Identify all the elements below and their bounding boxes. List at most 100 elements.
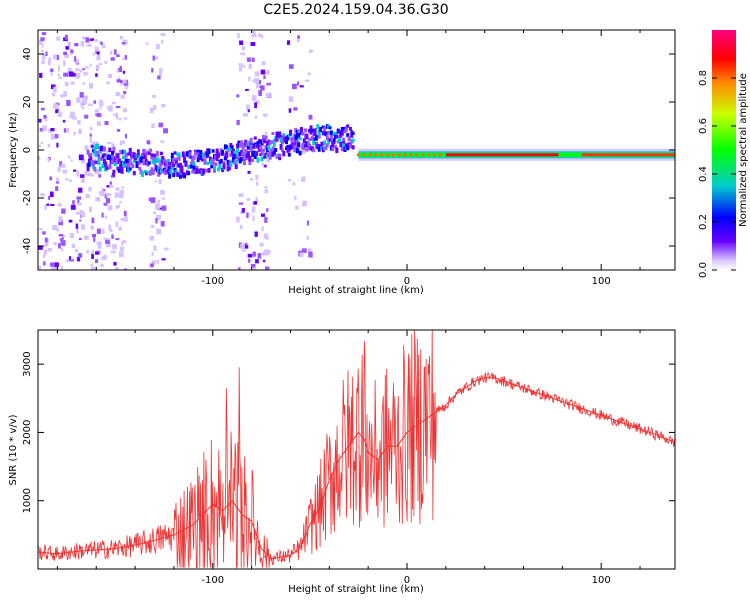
spectrogram-speckle — [101, 212, 104, 218]
ridge-blob — [111, 159, 115, 165]
spectrogram-speckle — [118, 226, 122, 231]
spectrogram-speckle — [43, 261, 46, 266]
ridge-blob — [166, 169, 170, 174]
ridge-blob — [350, 133, 354, 138]
colorbar-tick-label: 0.0 — [698, 262, 709, 278]
spectrogram-speckle — [107, 193, 112, 196]
ridge-blob — [312, 148, 316, 153]
ridge-dot — [420, 153, 425, 157]
ridge-blob — [279, 135, 283, 139]
spectrogram-speckle — [119, 82, 124, 86]
ridge-blob — [248, 155, 252, 162]
ridge-blob — [96, 150, 100, 155]
spectrogram-speckle — [90, 225, 94, 230]
spectrogram-speckle — [79, 210, 84, 214]
spectrogram-speckle — [160, 140, 165, 144]
spectrogram-speckle — [120, 241, 124, 246]
snr-ytick-label: 3000 — [22, 351, 33, 376]
ridge-blob — [177, 156, 181, 161]
ridge-blob — [169, 169, 173, 175]
spectrogram-speckle — [260, 69, 266, 75]
ridge-dot — [397, 153, 401, 157]
spectrogram-speckle — [41, 32, 47, 36]
spectrogram-noise — [38, 30, 313, 270]
spectrogram-speckle — [254, 115, 258, 119]
spectrogram-speckle — [84, 171, 88, 176]
spectrogram-speckle — [113, 261, 117, 266]
spectrogram-speckle — [161, 258, 166, 261]
ridge-blob — [116, 153, 120, 159]
spectrogram-speckle — [151, 123, 155, 129]
ridge-blob — [108, 163, 112, 170]
spectrogram-speckle — [288, 64, 294, 69]
spectrogram-speckle — [50, 68, 54, 72]
ridge-blob — [302, 138, 306, 144]
spectrogram-speckle — [95, 251, 100, 255]
spectrogram-speckle — [109, 184, 114, 188]
ridge-blob — [210, 165, 214, 169]
spectrogram-speckle — [100, 263, 104, 267]
ridge-dot — [368, 153, 372, 157]
ridge-blob — [153, 153, 157, 158]
spectrogram-speckle — [48, 57, 52, 62]
spectrogram-speckle — [57, 202, 62, 207]
spectrogram-speckle — [60, 163, 66, 168]
ridge-blob — [317, 130, 321, 136]
ridge-blob — [253, 136, 257, 140]
spectrogram-speckle — [68, 256, 72, 261]
spectrogram-speckle — [69, 114, 73, 119]
ridge-blob — [140, 153, 144, 157]
spectrogram-speckle — [248, 258, 251, 263]
ridge-blob — [340, 126, 344, 131]
spectrogram-speckle — [103, 203, 108, 206]
snr-xtick-label: 100 — [592, 575, 611, 586]
ridge-blob — [93, 145, 97, 152]
spectrogram-speckle — [254, 71, 260, 77]
ridge-blob — [127, 152, 131, 156]
spectrogram-speckle — [120, 246, 124, 251]
ridge-blob — [187, 164, 191, 169]
ridge-blob — [168, 161, 172, 166]
ridge-blob — [289, 129, 293, 136]
ridge-dot — [374, 153, 378, 157]
spectrogram-speckle — [38, 156, 41, 161]
spectrogram-speckle — [56, 54, 59, 60]
colorbar-tick-label: 0.4 — [698, 166, 709, 182]
spectrogram-speckle — [73, 131, 76, 136]
spectrogram-speckle — [106, 141, 112, 144]
spectrogram-speckle — [95, 49, 98, 54]
spectrogram-speckle — [46, 203, 50, 206]
ridge-dot — [426, 153, 430, 157]
ridge-blob — [135, 163, 139, 168]
ridge-blob — [159, 151, 163, 156]
spectrogram-speckle — [68, 219, 73, 223]
spectrogram-speckle — [63, 128, 67, 133]
ridge-blob — [189, 164, 193, 169]
spectrogram-speckle — [158, 179, 162, 184]
spectrogram-speckle — [107, 73, 113, 79]
spectrogram-speckle — [66, 99, 71, 106]
spectrogram-speckle — [76, 170, 80, 177]
ridge-blob — [221, 167, 225, 173]
spectrogram-speckle — [251, 34, 257, 38]
ridge-blob — [325, 134, 329, 141]
ridge-blob — [346, 133, 350, 138]
spectrogram-speckle — [74, 248, 79, 253]
spectrogram-speckle — [78, 253, 83, 258]
spectrogram-speckle — [75, 68, 80, 72]
spectrogram-speckle — [150, 197, 156, 204]
spectrogram-speckle — [301, 148, 306, 154]
ridge-blob — [297, 133, 301, 139]
spectrogram-speckle — [94, 109, 100, 113]
ridge-blob — [212, 166, 216, 172]
ridge-blob — [297, 142, 301, 148]
ridge-blob — [217, 152, 221, 157]
spectrogram-speckle — [53, 264, 58, 270]
spectrogram-speckle — [105, 198, 111, 204]
ridge-blob — [286, 134, 290, 141]
spectrogram-speckle — [148, 197, 152, 202]
ridge-blob — [91, 163, 95, 169]
spectrogram-speckle — [294, 195, 297, 201]
ridge-blob — [112, 169, 116, 174]
ridge-blob — [316, 124, 320, 130]
